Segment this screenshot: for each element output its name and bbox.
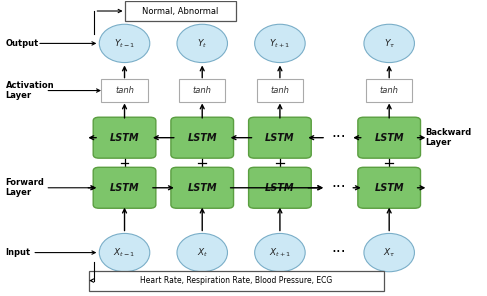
Text: ···: ···	[331, 130, 345, 145]
Text: $X_{t+1}$: $X_{t+1}$	[269, 246, 291, 259]
Text: Forward
Layer: Forward Layer	[5, 178, 44, 197]
FancyBboxPatch shape	[358, 117, 420, 158]
Text: $X_{\tau}$: $X_{\tau}$	[383, 246, 395, 259]
Text: tanh: tanh	[193, 86, 212, 95]
Text: $Y_{\tau}$: $Y_{\tau}$	[383, 37, 395, 50]
Ellipse shape	[99, 24, 150, 62]
FancyBboxPatch shape	[171, 167, 234, 208]
Text: ···: ···	[331, 180, 345, 195]
FancyBboxPatch shape	[366, 79, 412, 102]
Text: $Y_{t-1}$: $Y_{t-1}$	[114, 37, 135, 50]
Ellipse shape	[99, 234, 150, 272]
Text: Output: Output	[5, 39, 39, 48]
Ellipse shape	[364, 234, 414, 272]
Text: Input: Input	[5, 248, 31, 257]
Text: Backward
Layer: Backward Layer	[426, 128, 472, 147]
FancyBboxPatch shape	[257, 79, 303, 102]
Text: $X_{t}$: $X_{t}$	[197, 246, 208, 259]
Ellipse shape	[177, 24, 227, 62]
Text: LSTM: LSTM	[265, 133, 295, 143]
Text: LSTM: LSTM	[375, 133, 404, 143]
Text: LSTM: LSTM	[375, 183, 404, 193]
FancyBboxPatch shape	[248, 167, 311, 208]
Text: Activation
Layer: Activation Layer	[5, 81, 54, 100]
Text: tanh: tanh	[115, 86, 134, 95]
Ellipse shape	[255, 234, 305, 272]
Text: Heart Rate, Respiration Rate, Blood Pressure, ECG: Heart Rate, Respiration Rate, Blood Pres…	[140, 276, 332, 285]
Text: LSTM: LSTM	[110, 133, 139, 143]
FancyBboxPatch shape	[93, 167, 156, 208]
Text: $Y_{t+1}$: $Y_{t+1}$	[269, 37, 291, 50]
FancyBboxPatch shape	[171, 117, 234, 158]
Text: LSTM: LSTM	[187, 133, 217, 143]
Text: tanh: tanh	[380, 86, 399, 95]
Text: tanh: tanh	[270, 86, 289, 95]
Text: LSTM: LSTM	[265, 183, 295, 193]
Text: Normal, Abnormal: Normal, Abnormal	[142, 7, 219, 15]
FancyBboxPatch shape	[93, 117, 156, 158]
Text: $Y_{t}$: $Y_{t}$	[197, 37, 207, 50]
Text: LSTM: LSTM	[187, 183, 217, 193]
Ellipse shape	[364, 24, 414, 62]
FancyBboxPatch shape	[179, 79, 225, 102]
FancyBboxPatch shape	[101, 79, 148, 102]
Ellipse shape	[177, 234, 227, 272]
FancyBboxPatch shape	[358, 167, 420, 208]
Text: LSTM: LSTM	[110, 183, 139, 193]
FancyBboxPatch shape	[89, 271, 384, 291]
Text: $X_{t-1}$: $X_{t-1}$	[113, 246, 136, 259]
FancyBboxPatch shape	[248, 117, 311, 158]
Ellipse shape	[255, 24, 305, 62]
Text: ···: ···	[331, 245, 345, 260]
FancyBboxPatch shape	[125, 1, 236, 21]
